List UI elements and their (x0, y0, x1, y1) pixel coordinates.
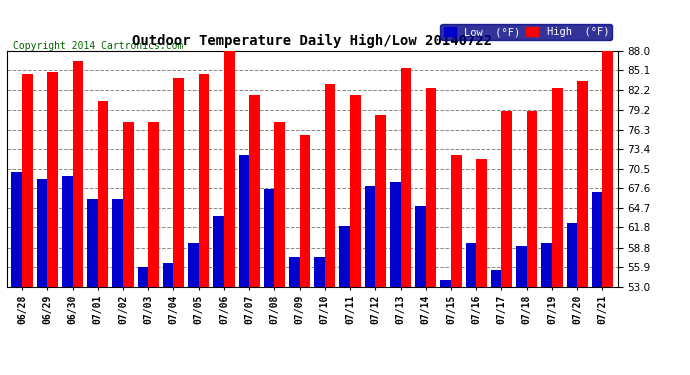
Bar (12, 172, 22, 287)
Bar (213, 216, 224, 287)
Bar (239, 155, 249, 287)
Bar (289, 256, 299, 287)
Bar (275, 122, 285, 287)
Text: Copyright 2014 Cartronics.com: Copyright 2014 Cartronics.com (13, 41, 184, 51)
Legend: Low  (°F), High  (°F): Low (°F), High (°F) (440, 24, 612, 40)
Bar (173, 78, 184, 287)
Bar (466, 243, 476, 287)
Bar (249, 94, 259, 287)
Bar (87, 199, 98, 287)
Bar (299, 135, 310, 287)
Bar (98, 101, 108, 287)
Bar (325, 84, 335, 287)
Bar (37, 179, 48, 287)
Bar (542, 243, 552, 287)
Bar (491, 270, 502, 287)
Bar (350, 94, 361, 287)
Bar (415, 206, 426, 287)
Bar (390, 182, 400, 287)
Bar (188, 243, 199, 287)
Bar (440, 280, 451, 287)
Bar (400, 68, 411, 287)
Bar (72, 61, 83, 287)
Bar (137, 267, 148, 287)
Bar (516, 246, 526, 287)
Bar (365, 186, 375, 287)
Bar (22, 74, 32, 287)
Bar (502, 111, 512, 287)
Bar (592, 192, 602, 287)
Bar (375, 115, 386, 287)
Bar (48, 72, 58, 287)
Bar (339, 226, 350, 287)
Bar (264, 189, 275, 287)
Bar (476, 159, 487, 287)
Bar (526, 111, 538, 287)
Bar (123, 122, 134, 287)
Bar (451, 155, 462, 287)
Bar (552, 88, 562, 287)
Bar (577, 81, 588, 287)
Bar (199, 74, 209, 287)
Title: Outdoor Temperature Daily High/Low 20140722: Outdoor Temperature Daily High/Low 20140… (132, 34, 492, 48)
Bar (148, 122, 159, 287)
Bar (314, 256, 325, 287)
Bar (566, 223, 577, 287)
Bar (602, 51, 613, 287)
Bar (224, 47, 235, 287)
Bar (426, 88, 436, 287)
Bar (62, 176, 72, 287)
Bar (163, 263, 173, 287)
Bar (112, 199, 123, 287)
